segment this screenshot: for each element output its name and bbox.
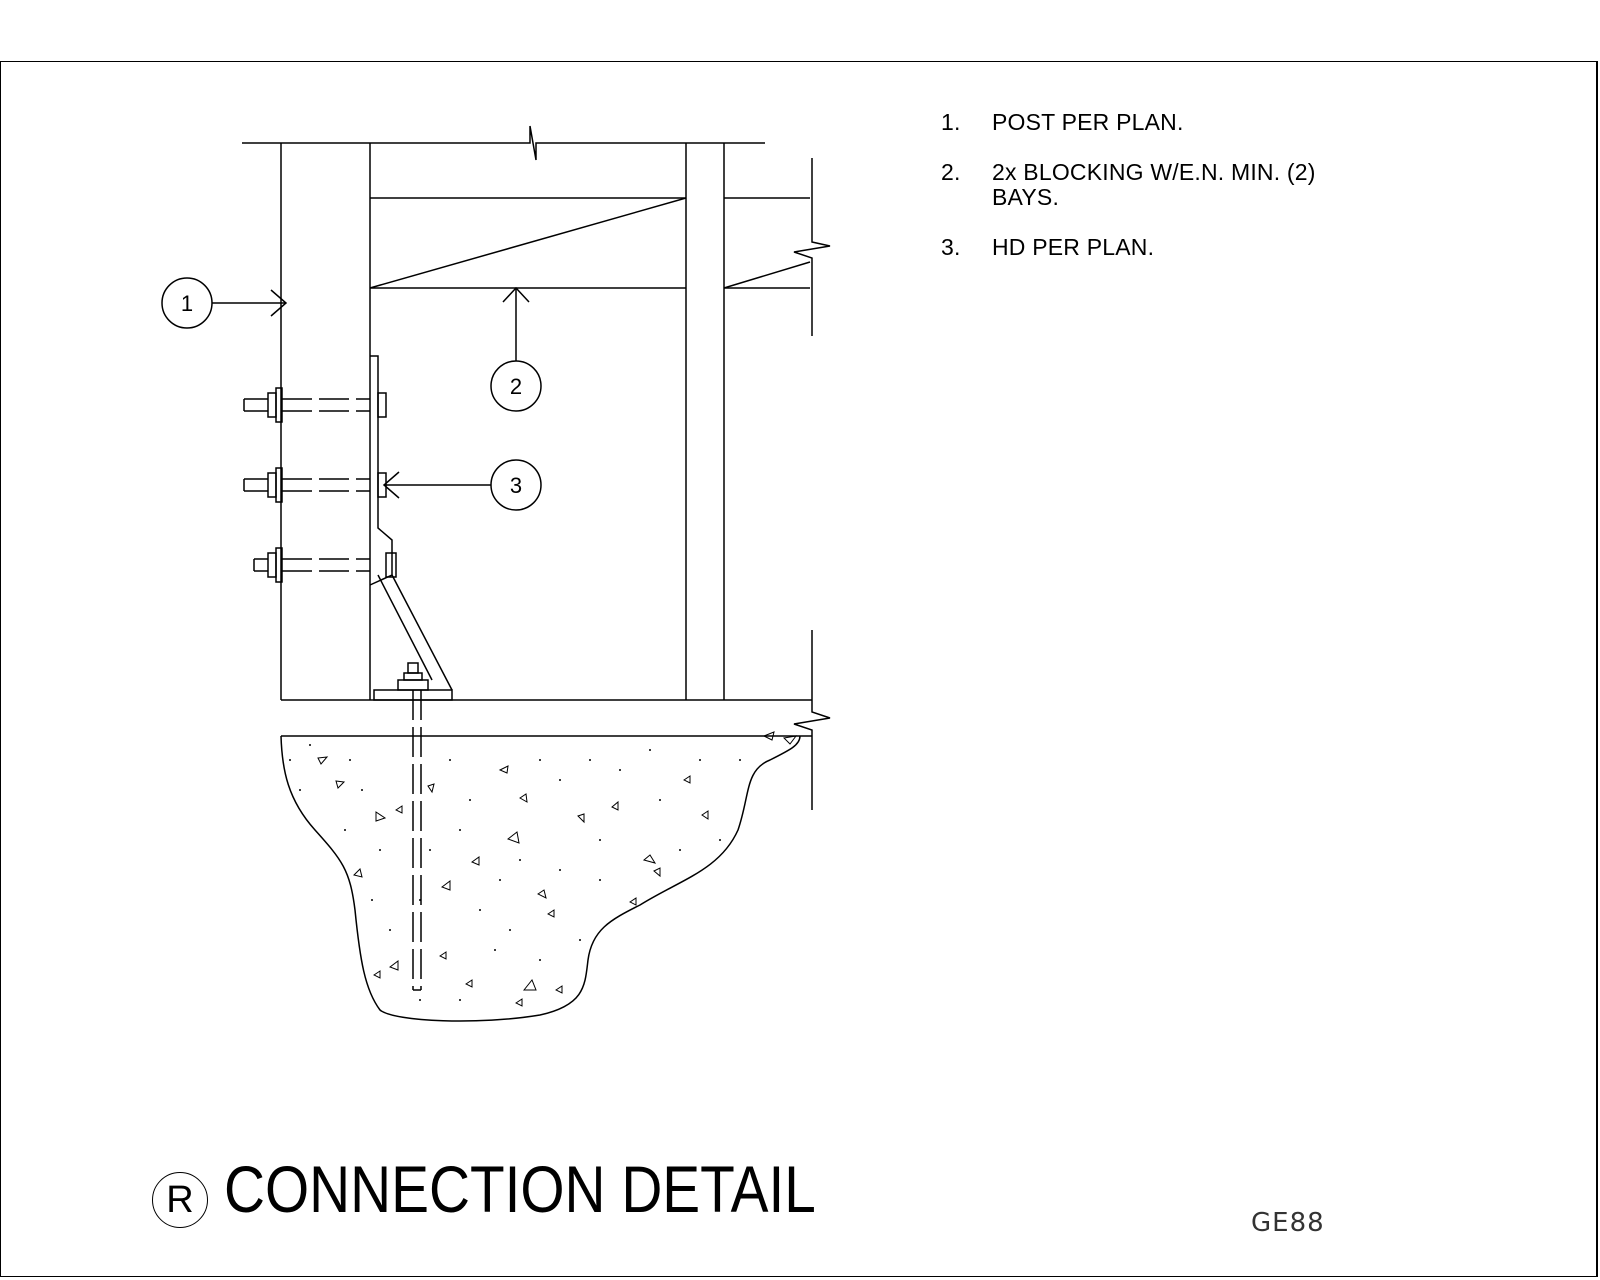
note-item: 1. POST PER PLAN. [941, 110, 1461, 135]
note-number: 2. [941, 159, 961, 185]
note-text: POST PER PLAN. [992, 109, 1184, 135]
note-number: 1. [941, 109, 961, 135]
note-number: 3. [941, 234, 961, 260]
detail-title-block: R CONNECTION DETAIL [152, 1150, 912, 1228]
concrete-footing [280, 735, 801, 1022]
callout-label: 1 [181, 291, 193, 316]
note-item: 2. 2x BLOCKING W/E.N. MIN. (2) BAYS. [941, 160, 1461, 210]
concrete-stipple [289, 744, 741, 1001]
callout-3: 3 [382, 459, 542, 511]
sill-plate [281, 699, 812, 737]
break-line-upper [793, 158, 831, 336]
note-text: 2x BLOCKING W/E.N. MIN. (2) BAYS. [992, 159, 1316, 210]
stud [685, 143, 725, 700]
through-bolt [243, 467, 387, 503]
post [280, 143, 371, 700]
anchor-bolt [373, 662, 453, 991]
through-bolt [253, 547, 397, 583]
callout-1: 1 [161, 277, 288, 329]
sheet-border [0, 61, 1598, 1277]
holdown [369, 355, 453, 691]
callout-label: 2 [510, 374, 522, 399]
callout-label: 3 [510, 473, 522, 498]
general-notes: 1. POST PER PLAN. 2. 2x BLOCKING W/E.N. … [941, 110, 1461, 285]
note-text: HD PER PLAN. [992, 234, 1155, 260]
break-line-lower [793, 630, 831, 810]
detail-title: CONNECTION DETAIL [224, 1152, 816, 1226]
callout-2: 2 [490, 286, 542, 412]
detail-mark-bubble: R [152, 1172, 208, 1228]
note-item: 3. HD PER PLAN. [941, 235, 1461, 260]
concrete-aggregate [317, 731, 798, 1007]
through-bolt [243, 387, 387, 423]
top-plate [242, 125, 765, 161]
blocking [369, 197, 811, 289]
sheet-code: GE88 [1251, 1208, 1325, 1238]
